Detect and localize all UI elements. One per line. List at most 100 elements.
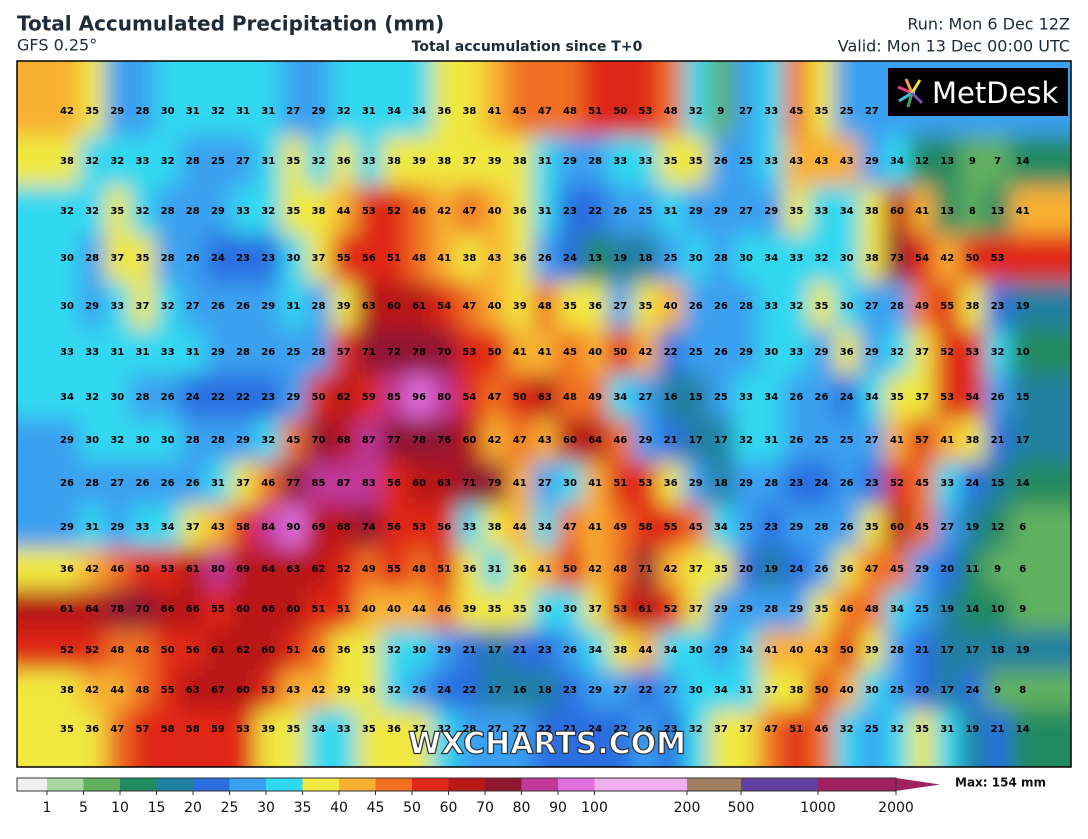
value-label: 28 bbox=[135, 106, 149, 117]
precip-cell bbox=[280, 589, 306, 630]
value-label: 37 bbox=[764, 685, 778, 696]
value-label: 25 bbox=[865, 724, 879, 735]
value-label: 22 bbox=[538, 724, 552, 735]
value-label: 20 bbox=[739, 564, 753, 575]
precip-cell bbox=[733, 329, 759, 375]
value-label: 57 bbox=[135, 724, 149, 735]
precip-cell bbox=[783, 61, 809, 136]
value-label: 30 bbox=[60, 253, 74, 264]
value-label: 78 bbox=[412, 347, 426, 358]
precip-cell bbox=[507, 461, 533, 505]
value-label: 60 bbox=[236, 685, 250, 696]
precip-cell bbox=[934, 329, 960, 375]
precip-cell bbox=[331, 548, 357, 589]
precip-cell bbox=[255, 670, 281, 710]
precip-cell bbox=[557, 548, 583, 589]
precip-cell bbox=[104, 709, 130, 767]
value-label: 23 bbox=[563, 685, 577, 696]
value-label: 31 bbox=[186, 106, 200, 117]
precip-cell bbox=[129, 629, 156, 670]
precip-cell bbox=[808, 709, 835, 767]
precip-cell bbox=[507, 374, 533, 419]
precip-cell bbox=[859, 709, 885, 767]
precip-cell bbox=[381, 629, 407, 670]
value-label: 54 bbox=[915, 253, 929, 264]
precip-cell bbox=[17, 329, 80, 375]
value-label: 32 bbox=[840, 724, 854, 735]
value-label: 32 bbox=[161, 156, 175, 167]
precip-cell bbox=[180, 374, 206, 419]
value-label: 25 bbox=[689, 347, 703, 358]
precip-cell bbox=[557, 505, 583, 548]
value-label: 32 bbox=[261, 435, 275, 446]
value-label: 34 bbox=[714, 685, 728, 696]
precip-cell bbox=[959, 186, 985, 235]
value-label: 37 bbox=[915, 392, 929, 403]
precip-cell bbox=[381, 589, 407, 630]
value-label: 33 bbox=[85, 347, 99, 358]
value-label: 28 bbox=[186, 435, 200, 446]
value-label: 26 bbox=[789, 435, 803, 446]
value-label: 31 bbox=[236, 106, 250, 117]
precip-cell bbox=[959, 418, 985, 462]
value-label: 25 bbox=[211, 156, 225, 167]
precip-cell bbox=[557, 329, 583, 375]
precip-cell bbox=[180, 418, 206, 462]
value-label: 43 bbox=[488, 253, 502, 264]
value-label: 28 bbox=[764, 604, 778, 615]
value-label: 45 bbox=[890, 564, 904, 575]
value-label: 64 bbox=[85, 604, 99, 615]
precip-cell bbox=[683, 136, 709, 186]
precip-cell bbox=[1010, 589, 1071, 630]
precip-cell bbox=[884, 282, 910, 329]
value-label: 31 bbox=[538, 156, 552, 167]
value-label: 33 bbox=[362, 156, 376, 167]
value-label: 15 bbox=[991, 478, 1005, 489]
value-label: 60 bbox=[261, 645, 275, 656]
value-label: 26 bbox=[689, 301, 703, 312]
precip-cell bbox=[934, 670, 960, 710]
precip-cell bbox=[959, 136, 985, 186]
precip-cell bbox=[356, 589, 382, 630]
value-label: 34 bbox=[714, 522, 728, 533]
precip-cell bbox=[305, 589, 332, 630]
value-label: 46 bbox=[437, 604, 451, 615]
precip-cell bbox=[129, 505, 156, 548]
precip-cell bbox=[859, 234, 885, 282]
value-label: 32 bbox=[437, 724, 451, 735]
precip-cell bbox=[255, 234, 281, 282]
precip-cell bbox=[607, 709, 633, 767]
precip-cell bbox=[431, 282, 457, 329]
precip-cell bbox=[834, 418, 860, 462]
precip-cell bbox=[532, 548, 558, 589]
precip-cell bbox=[230, 670, 256, 710]
precip-cell bbox=[381, 234, 407, 282]
value-label: 32 bbox=[110, 156, 124, 167]
precip-cell bbox=[959, 589, 985, 630]
valid: Valid: Mon 13 Dec 00:00 UTC bbox=[838, 37, 1070, 56]
value-label: 23 bbox=[764, 522, 778, 533]
precip-cell bbox=[733, 589, 759, 630]
precip-cell bbox=[481, 234, 508, 282]
precip-cell bbox=[708, 282, 734, 329]
value-label: 60 bbox=[387, 301, 401, 312]
precip-cell bbox=[1010, 505, 1071, 548]
precip-cell bbox=[834, 670, 860, 710]
value-label: 25 bbox=[286, 347, 300, 358]
value-label: 30 bbox=[60, 301, 74, 312]
value-label: 51 bbox=[312, 604, 326, 615]
value-label: 35 bbox=[563, 301, 577, 312]
value-label: 37 bbox=[412, 724, 426, 735]
precip-cell bbox=[532, 61, 558, 136]
precip-cell bbox=[129, 61, 156, 136]
precip-cell bbox=[733, 548, 759, 589]
precip-cell bbox=[331, 136, 357, 186]
precip-cell bbox=[356, 418, 382, 462]
value-label: 38 bbox=[462, 253, 476, 264]
precip-cell bbox=[984, 234, 1071, 282]
colorbar-label: 5 bbox=[79, 800, 88, 816]
precip-cell bbox=[406, 461, 432, 505]
value-label: 49 bbox=[915, 301, 929, 312]
precip-cell bbox=[783, 589, 809, 630]
precip-cell bbox=[230, 418, 256, 462]
